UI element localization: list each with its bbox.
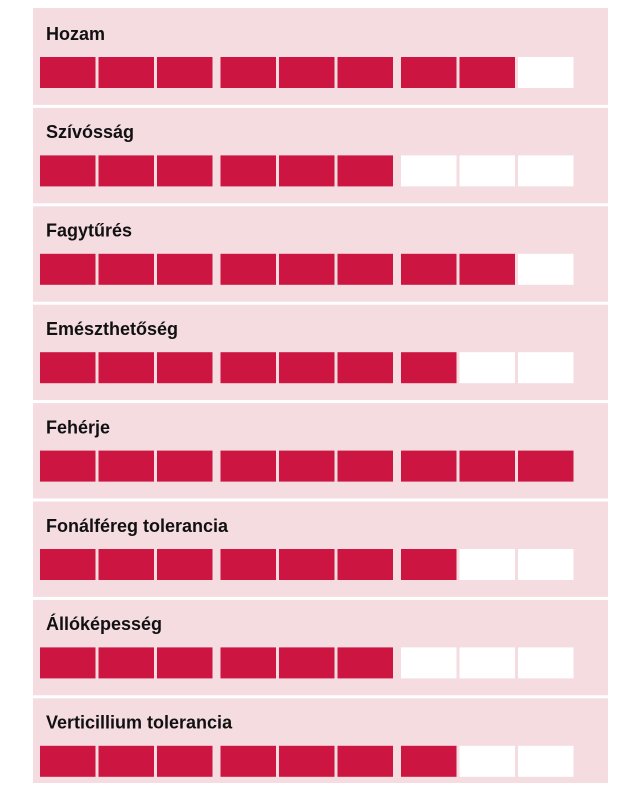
rating-segment: [459, 647, 515, 679]
rating-segment: [401, 253, 457, 285]
rating-segment: [98, 155, 154, 187]
rating-segment: [220, 647, 276, 679]
rating-segment: [98, 647, 154, 679]
rating-label: Verticillium tolerancia: [46, 713, 233, 733]
rating-segment: [401, 450, 457, 482]
rating-segment: [157, 57, 213, 88]
rating-segment: [279, 57, 335, 88]
rating-segment: [220, 549, 276, 580]
rating-segment: [337, 253, 393, 285]
rating-segment: [157, 155, 213, 187]
rating-segment: [337, 647, 393, 679]
rating-segment: [40, 647, 96, 679]
rating-label: Fagytűrés: [46, 221, 132, 241]
rating-segment: [279, 745, 335, 777]
rating-segment: [518, 450, 574, 482]
rating-segment: [279, 155, 335, 187]
rating-segment: [518, 253, 574, 285]
rating-segment: [337, 352, 393, 384]
row-separator: [33, 596, 608, 600]
rating-segment: [157, 450, 213, 482]
rating-label: Fehérje: [46, 417, 110, 437]
rating-label: Állóképesség: [46, 613, 162, 634]
rating-segment: [401, 647, 457, 679]
rating-segment: [518, 57, 574, 88]
rating-segment: [98, 253, 154, 285]
rating-segment: [279, 352, 335, 384]
rating-segment: [459, 57, 515, 88]
rating-segment: [518, 549, 574, 580]
rating-segment: [401, 57, 457, 88]
rating-segment: [459, 549, 515, 580]
rating-segment: [40, 253, 96, 285]
rating-segment: [40, 155, 96, 187]
rating-segment: [40, 352, 96, 384]
row-separator: [33, 203, 608, 207]
row-separator: [33, 400, 608, 404]
rating-segment: [98, 352, 154, 384]
rating-segment: [518, 647, 574, 679]
rating-segment: [157, 352, 213, 384]
row-separator: [33, 301, 608, 305]
rating-segment: [337, 155, 393, 187]
rating-segment: [518, 352, 574, 384]
rating-segment: [40, 549, 96, 580]
rating-segment: [401, 549, 457, 580]
rating-segment: [220, 253, 276, 285]
rating-segment: [459, 253, 515, 285]
rating-segment: [459, 352, 515, 384]
rating-label: Fonálféreg tolerancia: [46, 516, 229, 536]
rating-segment: [459, 155, 515, 187]
rating-segment: [518, 155, 574, 187]
rating-segment: [337, 745, 393, 777]
rating-segment: [220, 352, 276, 384]
rating-segment: [157, 745, 213, 777]
rating-segment: [157, 647, 213, 679]
rating-segment: [459, 745, 515, 777]
rating-segment: [40, 745, 96, 777]
rating-segment: [98, 549, 154, 580]
row-separator: [33, 695, 608, 699]
rating-segment: [279, 549, 335, 580]
rating-segment: [518, 745, 574, 777]
rating-segment: [220, 450, 276, 482]
row-separator: [33, 498, 608, 502]
rating-segment: [40, 57, 96, 88]
rating-label: Hozam: [46, 24, 105, 44]
rating-segment: [220, 57, 276, 88]
rating-segment: [337, 57, 393, 88]
rating-label: Szívósság: [46, 122, 134, 142]
rating-segment: [40, 450, 96, 482]
rating-segment: [337, 450, 393, 482]
rating-segment: [401, 155, 457, 187]
rating-segment: [157, 253, 213, 285]
rating-segment: [220, 745, 276, 777]
rating-segment: [459, 450, 515, 482]
rating-segment: [401, 352, 457, 384]
rating-segment: [279, 450, 335, 482]
rating-segment: [98, 745, 154, 777]
rating-segment: [98, 450, 154, 482]
rating-segment: [279, 647, 335, 679]
rating-label: Emészthetőség: [46, 319, 178, 339]
rating-segment: [337, 549, 393, 580]
row-separator: [33, 104, 608, 108]
rating-segment: [157, 549, 213, 580]
rating-segment: [279, 253, 335, 285]
rating-segment: [98, 57, 154, 88]
rating-segment: [401, 745, 457, 777]
rating-segment: [220, 155, 276, 187]
